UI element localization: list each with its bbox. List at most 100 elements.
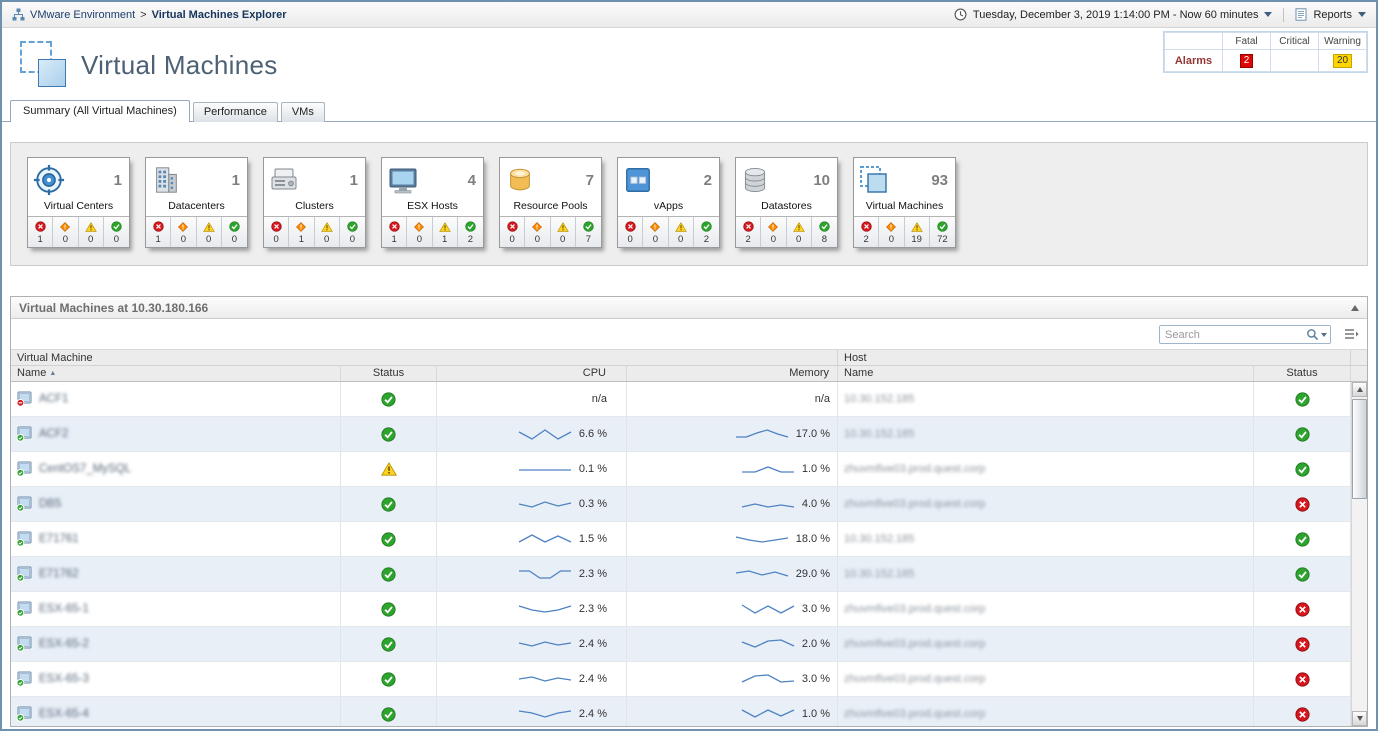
normal-status-cell[interactable]: 0 bbox=[340, 217, 365, 247]
tab-summary-all-virtual-machines[interactable]: Summary (All Virtual Machines) bbox=[10, 100, 190, 122]
column-header-host-name[interactable]: Name bbox=[838, 366, 1254, 381]
vm-table-row[interactable]: ACF2 6.6 % 17.0 % 10.30.152.185 bbox=[11, 417, 1367, 452]
vm-name-link[interactable]: ESX-65-4 bbox=[39, 708, 89, 720]
normal-status-cell[interactable]: 2 bbox=[694, 217, 719, 247]
tile-virtual-centers[interactable]: 1 Virtual Centers 1 0 0 0 bbox=[27, 157, 130, 248]
warning-count: 19 bbox=[911, 234, 922, 245]
warning-status-cell[interactable]: 1 bbox=[433, 217, 458, 247]
normal-status-icon bbox=[819, 220, 830, 233]
search-options-caret-icon[interactable] bbox=[1321, 332, 1327, 337]
vm-name-link[interactable]: CentOS7_MySQL bbox=[39, 463, 132, 475]
vm-table-row[interactable]: CentOS7_MySQL 0.1 % 1.0 % zhuvmfive03.pr… bbox=[11, 452, 1367, 487]
tile-datastores[interactable]: 10 Datastores 2 0 0 8 bbox=[735, 157, 838, 248]
tab-performance[interactable]: Performance bbox=[192, 102, 278, 122]
alarms-fatal-count-cell[interactable]: 2 bbox=[1222, 49, 1271, 72]
reports-menu[interactable]: Reports bbox=[1313, 8, 1352, 21]
panel-collapse-icon[interactable] bbox=[1351, 304, 1359, 311]
scrollbar-thumb[interactable] bbox=[1352, 399, 1367, 499]
vm-name-link[interactable]: ESX-65-3 bbox=[39, 673, 89, 685]
column-header-name[interactable]: Name ▲ bbox=[11, 366, 341, 381]
vm-table-row[interactable]: DB5 0.3 % 4.0 % zhuvmfive03.prod.quest.c… bbox=[11, 487, 1367, 522]
column-header-memory[interactable]: Memory bbox=[627, 366, 838, 381]
critical-status-cell[interactable]: 0 bbox=[643, 217, 669, 247]
scroll-up-button[interactable] bbox=[1352, 382, 1367, 397]
warning-status-icon bbox=[202, 220, 215, 233]
fatal-status-cell[interactable]: 2 bbox=[736, 217, 762, 247]
tile-datacenters[interactable]: 1 Datacenters 1 0 0 0 bbox=[145, 157, 248, 248]
vm-name-link[interactable]: ACF2 bbox=[39, 428, 69, 440]
normal-status-cell[interactable]: 0 bbox=[104, 217, 129, 247]
vm-table-row[interactable]: E71762 2.3 % 29.0 % 10.30.152.185 bbox=[11, 557, 1367, 592]
fatal-status-cell[interactable]: 0 bbox=[500, 217, 526, 247]
table-customizer-icon[interactable] bbox=[1344, 328, 1359, 340]
search-icon[interactable] bbox=[1306, 328, 1319, 341]
fatal-status-cell[interactable]: 1 bbox=[382, 217, 408, 247]
fatal-status-cell[interactable]: 0 bbox=[618, 217, 644, 247]
vertical-scrollbar[interactable] bbox=[1351, 382, 1367, 726]
vm-table-row[interactable]: ESX-65-4 2.4 % 1.0 % zhuvmfive03.prod.qu… bbox=[11, 697, 1367, 726]
alarms-col-warning: Warning bbox=[1318, 32, 1367, 50]
vm-name-link[interactable]: ESX-65-2 bbox=[39, 638, 89, 650]
warning-status-cell[interactable]: 0 bbox=[787, 217, 812, 247]
tile-vapps[interactable]: 2 vApps 0 0 0 2 bbox=[617, 157, 720, 248]
column-header-host-status[interactable]: Status bbox=[1254, 366, 1351, 381]
tile-count: 4 bbox=[467, 171, 476, 189]
fatal-status-cell[interactable]: 2 bbox=[854, 217, 880, 247]
search-input[interactable] bbox=[1165, 328, 1306, 341]
tab-vms[interactable]: VMs bbox=[280, 102, 325, 122]
normal-status-cell[interactable]: 7 bbox=[576, 217, 601, 247]
column-header-status[interactable]: Status bbox=[341, 366, 437, 381]
warning-status-cell[interactable]: 0 bbox=[197, 217, 222, 247]
vm-table-row[interactable]: ESX-65-1 2.3 % 3.0 % zhuvmfive03.prod.qu… bbox=[11, 592, 1367, 627]
column-header-cpu[interactable]: CPU bbox=[437, 366, 627, 381]
tile-resource-pools[interactable]: 7 Resource Pools 0 0 0 7 bbox=[499, 157, 602, 248]
normal-status-cell[interactable]: 2 bbox=[458, 217, 483, 247]
time-range-caret-icon[interactable] bbox=[1264, 12, 1273, 17]
vm-table-row[interactable]: E71761 1.5 % 18.0 % 10.30.152.185 bbox=[11, 522, 1367, 557]
critical-count: 0 bbox=[770, 234, 777, 245]
vm-name-link[interactable]: DB5 bbox=[39, 498, 62, 510]
normal-status-cell[interactable]: 72 bbox=[930, 217, 955, 247]
fatal-count-badge[interactable]: 2 bbox=[1239, 53, 1254, 68]
normal-status-icon bbox=[701, 220, 712, 233]
warning-status-cell[interactable]: 0 bbox=[315, 217, 340, 247]
critical-status-cell[interactable]: 0 bbox=[879, 217, 905, 247]
fatal-status-cell[interactable]: 1 bbox=[28, 217, 54, 247]
time-range-selector[interactable]: Tuesday, December 3, 2019 1:14:00 PM - N… bbox=[972, 8, 1259, 21]
warning-status-cell[interactable]: 0 bbox=[551, 217, 576, 247]
tile-count: 2 bbox=[703, 171, 712, 189]
normal-status-cell[interactable]: 8 bbox=[812, 217, 837, 247]
warning-status-cell[interactable]: 0 bbox=[669, 217, 694, 247]
warning-count-badge[interactable]: 20 bbox=[1332, 53, 1353, 68]
vm-table-row[interactable]: ACF1 n/a n/a 10.30.152.185 bbox=[11, 382, 1367, 417]
warning-status-cell[interactable]: 0 bbox=[79, 217, 104, 247]
critical-status-cell[interactable]: 0 bbox=[407, 217, 433, 247]
critical-status-cell[interactable]: 0 bbox=[761, 217, 787, 247]
tile-virtual-machines[interactable]: 93 Virtual Machines 2 0 19 72 bbox=[853, 157, 956, 248]
vm-name-link[interactable]: E71762 bbox=[39, 568, 79, 580]
tile-esx-hosts[interactable]: 4 ESX Hosts 1 0 1 2 bbox=[381, 157, 484, 248]
vm-name-link[interactable]: ACF1 bbox=[39, 393, 69, 405]
reports-caret-icon[interactable] bbox=[1358, 12, 1366, 17]
critical-status-cell[interactable]: 1 bbox=[289, 217, 315, 247]
critical-status-cell[interactable]: 0 bbox=[171, 217, 197, 247]
warning-status-cell[interactable]: 19 bbox=[905, 217, 930, 247]
vm-table-row[interactable]: ESX-65-3 2.4 % 3.0 % zhuvmfive03.prod.qu… bbox=[11, 662, 1367, 697]
group-host: Host bbox=[838, 350, 1351, 365]
scroll-down-button[interactable] bbox=[1352, 711, 1367, 726]
table-group-header: Virtual Machine Host bbox=[11, 349, 1367, 366]
normal-status-cell[interactable]: 0 bbox=[222, 217, 247, 247]
virtual-machine-icon bbox=[16, 706, 33, 722]
critical-status-cell[interactable]: 0 bbox=[525, 217, 551, 247]
critical-status-cell[interactable]: 0 bbox=[53, 217, 79, 247]
fatal-status-cell[interactable]: 1 bbox=[146, 217, 172, 247]
reports-icon bbox=[1295, 8, 1307, 21]
vm-table-row[interactable]: ESX-65-2 2.4 % 2.0 % zhuvmfive03.prod.qu… bbox=[11, 627, 1367, 662]
alarms-critical-count-cell[interactable] bbox=[1270, 49, 1319, 72]
vm-name-link[interactable]: ESX-65-1 bbox=[39, 603, 89, 615]
breadcrumb-root-link[interactable]: VMware Environment bbox=[30, 8, 136, 21]
alarms-warning-count-cell[interactable]: 20 bbox=[1318, 49, 1367, 72]
vm-name-link[interactable]: E71761 bbox=[39, 533, 79, 545]
fatal-status-cell[interactable]: 0 bbox=[264, 217, 290, 247]
tile-clusters[interactable]: 1 Clusters 0 1 0 0 bbox=[263, 157, 366, 248]
